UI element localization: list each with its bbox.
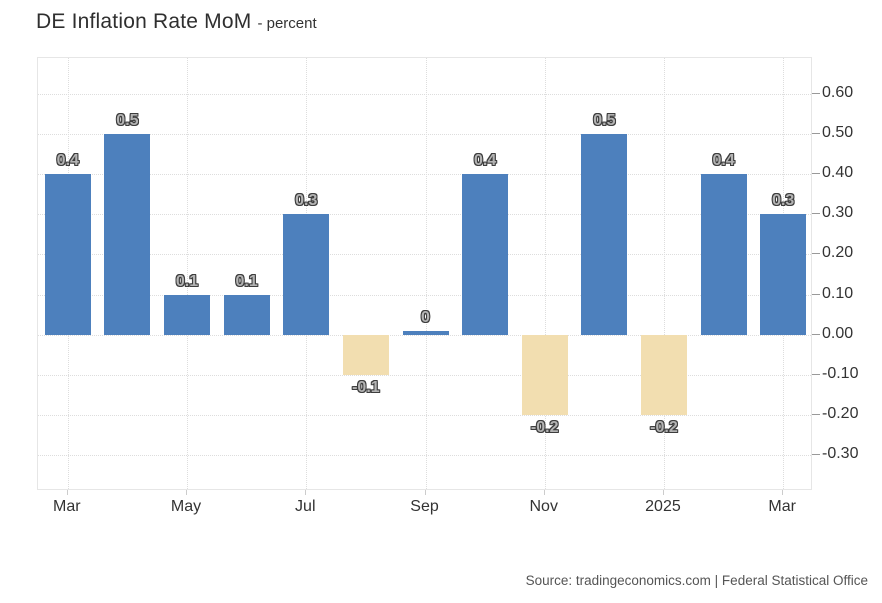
y-axis-tick [812, 173, 820, 175]
bar-Aug[interactable] [342, 334, 389, 375]
chart-header: DE Inflation Rate MoM - percent [36, 10, 317, 34]
x-axis-tick [662, 490, 664, 495]
plot-area: 0.4 0.5 0.1 0.1 0.3 -0.1 0 0.4 -0.2 0.5 -0.2 0.4 0.3 [37, 57, 812, 490]
y-axis-tick [812, 453, 820, 455]
bar-value-label: 0.5 [593, 112, 616, 130]
bar-value-label: 0.4 [473, 152, 497, 170]
bar-Jun[interactable] [223, 294, 270, 335]
x-axis-tick [782, 490, 784, 495]
y-axis-tick [812, 293, 820, 295]
x-axis-label: 2025 [645, 498, 681, 515]
bar-Mar[interactable] [760, 214, 807, 335]
bar-value-label: 0.4 [56, 152, 79, 170]
bar-value-label: -0.1 [352, 378, 380, 396]
x-axis-label: May [170, 498, 202, 515]
y-axis-label: -0.30 [822, 444, 859, 462]
bar-Sep[interactable] [402, 330, 449, 335]
y-axis-tick [812, 413, 820, 415]
y-axis-label: 0.10 [822, 284, 854, 302]
gridline-vertical [187, 58, 189, 489]
y-axis-label: 0.20 [822, 244, 854, 262]
gridline-horizontal [38, 174, 811, 176]
y-axis-tick [812, 333, 820, 335]
x-axis-tick [305, 490, 307, 495]
bar-Jul[interactable] [283, 214, 330, 335]
x-axis-tick [424, 490, 426, 495]
gridline-horizontal [38, 294, 811, 296]
gridline-vertical [663, 58, 665, 489]
bar-value-label: 0.3 [295, 192, 318, 210]
gridline-horizontal [38, 454, 811, 456]
x-axis-label: Sep [410, 498, 439, 515]
bar-Mar[interactable] [44, 174, 91, 335]
y-axis-tick [812, 93, 820, 95]
y-axis-label: -0.20 [822, 404, 859, 422]
gridline-horizontal [38, 94, 811, 96]
x-axis-tick [66, 490, 68, 495]
gridline-vertical [425, 58, 427, 489]
bar-value-label: 0.4 [712, 152, 735, 170]
gridline-horizontal [38, 374, 811, 376]
x-axis-label: Jul [295, 498, 316, 515]
y-axis-label: -0.10 [822, 364, 859, 382]
y-axis-label: 0.60 [822, 84, 854, 102]
gridline-horizontal [38, 414, 811, 416]
bar-2025[interactable] [640, 334, 687, 415]
bar-Dec[interactable] [581, 134, 628, 335]
x-axis-label: Nov [529, 498, 558, 515]
bar-value-label: 0.1 [175, 272, 199, 290]
bar-May[interactable] [164, 294, 211, 335]
bar-Apr[interactable] [104, 134, 151, 335]
bar-value-label: 0.5 [116, 112, 139, 130]
y-axis-tick [812, 133, 820, 135]
gridline-vertical [544, 58, 546, 489]
x-axis-tick [543, 490, 545, 495]
bar-value-label: -0.2 [650, 418, 678, 436]
y-axis-tick [812, 253, 820, 255]
chart-subtitle: - percent [257, 15, 317, 32]
bar-value-label: 0.3 [772, 192, 795, 210]
chart-title: DE Inflation Rate MoM [36, 10, 252, 33]
x-axis-label: Mar [53, 498, 81, 515]
y-axis-label: 0.00 [822, 324, 854, 342]
bar-Nov[interactable] [521, 334, 568, 415]
bar-value-label: 0 [421, 308, 430, 326]
gridline-horizontal [38, 214, 811, 216]
bar-value-label: -0.2 [530, 418, 559, 436]
y-axis-label: 0.30 [822, 204, 854, 222]
bar-Feb[interactable] [700, 174, 747, 335]
x-axis-tick [186, 490, 188, 495]
bar-Oct[interactable] [462, 174, 509, 335]
x-axis-label: Mar [768, 498, 796, 515]
source-attribution: Source: tradingeconomics.com | Federal S… [525, 573, 868, 588]
y-axis-tick [812, 373, 820, 375]
y-axis-label: 0.40 [822, 164, 854, 182]
y-axis-label: 0.50 [822, 124, 854, 142]
gridline-horizontal [38, 334, 811, 336]
gridline-horizontal [38, 134, 811, 136]
gridline-horizontal [38, 254, 811, 256]
y-axis-tick [812, 213, 820, 215]
bar-value-label: 0.1 [235, 272, 258, 290]
